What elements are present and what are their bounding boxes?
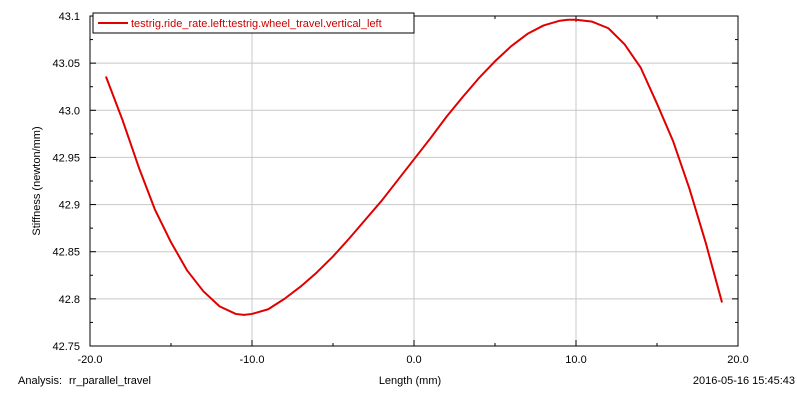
x-tick-label: -20.0 <box>77 354 102 366</box>
series-line <box>105 18 723 316</box>
x-tick-label: -10.0 <box>239 354 264 366</box>
y-tick-label: 42.8 <box>59 294 80 306</box>
timestamp: 2016-05-16 15:45:43 <box>693 375 795 387</box>
x-axis-label: Length (mm) <box>379 375 441 387</box>
legend: testrig.ride_rate.left:testrig.wheel_tra… <box>92 12 415 34</box>
y-tick-label: 43.1 <box>59 11 80 23</box>
y-tick-label: 42.9 <box>59 200 80 212</box>
y-tick-label: 42.75 <box>52 341 80 353</box>
y-tick-label: 43.0 <box>59 105 80 117</box>
series-layer <box>105 18 723 316</box>
analysis-value: rr_parallel_travel <box>69 375 151 387</box>
y-tick-label: 43.05 <box>52 58 80 70</box>
y-tick-label: 42.95 <box>52 152 80 164</box>
legend-entry-label: testrig.ride_rate.left:testrig.wheel_tra… <box>131 18 382 30</box>
x-tick-label: 0.0 <box>406 354 421 366</box>
analysis-label: Analysis: <box>18 375 62 387</box>
y-axis-label: Stiffness (newton/mm) <box>31 126 43 235</box>
axis-ticks: -20.0 -10.0 0.0 10.0 20.0 42.75 42.8 42.85 42.9 4… <box>52 11 748 366</box>
legend-box <box>92 12 415 34</box>
x-tick-label: 10.0 <box>565 354 586 366</box>
y-tick-label: 42.85 <box>52 247 80 259</box>
x-tick-label: 20.0 <box>727 354 748 366</box>
